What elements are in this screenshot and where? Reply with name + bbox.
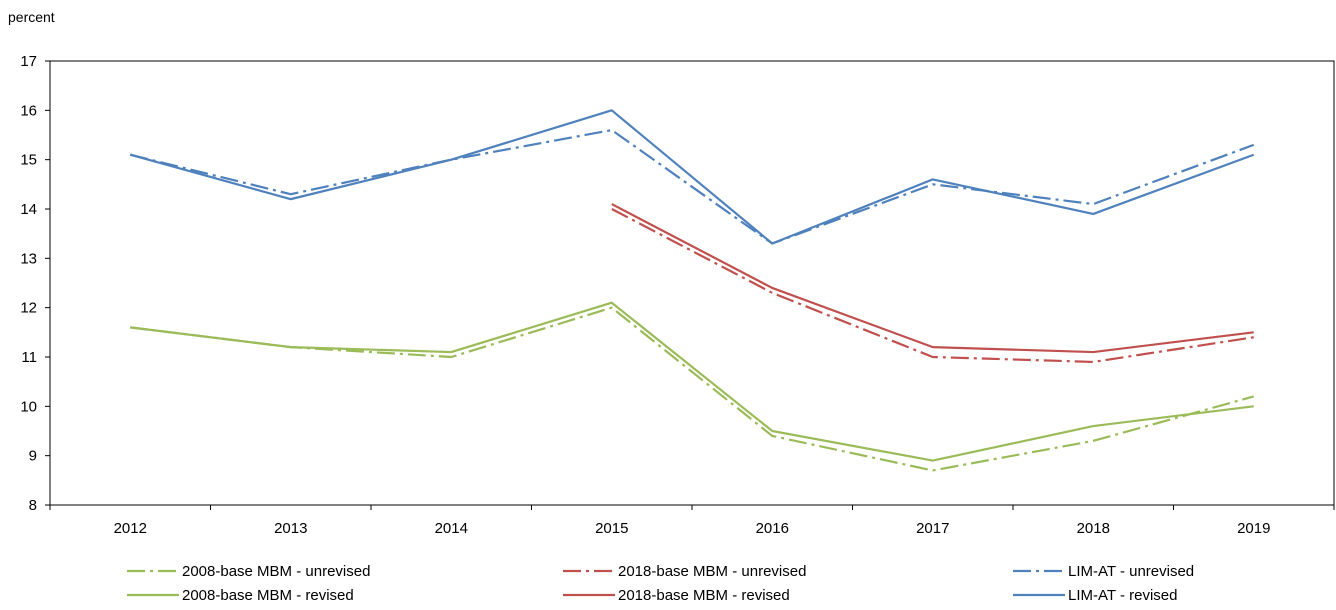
y-tick-label: 17 <box>20 53 37 70</box>
y-tick-label: 14 <box>20 201 37 218</box>
legend-label-2: 2018-base MBM - unrevised <box>618 563 806 580</box>
series-line-3 <box>611 203 1254 354</box>
y-tick-label: 8 <box>29 497 37 514</box>
y-tick-label: 13 <box>20 250 37 267</box>
y-tick-label: 9 <box>29 448 37 465</box>
series-line-2 <box>611 208 1254 364</box>
x-tick-label: 2017 <box>916 520 949 537</box>
y-tick-label: 16 <box>20 102 37 119</box>
series-line-1 <box>130 301 1254 462</box>
y-tick-label: 15 <box>20 152 37 169</box>
series-line-0 <box>130 306 1255 472</box>
y-tick-label: 12 <box>20 300 37 317</box>
x-tick-label: 2012 <box>114 520 147 537</box>
x-tick-label: 2018 <box>1077 520 1110 537</box>
legend-label-5: LIM-AT - revised <box>1068 587 1177 604</box>
x-tick-label: 2013 <box>274 520 307 537</box>
legend-label-1: 2008-base MBM - revised <box>182 587 354 604</box>
y-unit-label: percent <box>8 9 55 25</box>
series-line-4 <box>129 128 1255 245</box>
series-group <box>129 109 1255 472</box>
y-tick-label: 10 <box>20 398 37 415</box>
legend-label-3: 2018-base MBM - revised <box>618 587 790 604</box>
plot-area-frame <box>49 60 1335 506</box>
y-tick-label: 11 <box>21 349 37 366</box>
x-axis: 2012 2013 2014 2015 2016 2017 2018 2019 <box>49 505 1335 537</box>
x-tick-label: 2016 <box>756 520 789 537</box>
x-tick-label: 2014 <box>435 520 468 537</box>
y-axis: 8 9 10 11 12 13 14 15 16 17 <box>20 53 50 514</box>
x-tick-label: 2015 <box>595 520 628 537</box>
legend-label-0: 2008-base MBM - unrevised <box>182 563 370 580</box>
legend: 2008-base MBM - unrevised 2008-base MBM -… <box>127 563 1194 604</box>
series-line-5 <box>129 109 1255 245</box>
legend-label-4: LIM-AT - unrevised <box>1068 563 1194 580</box>
x-tick-label: 2019 <box>1237 520 1270 537</box>
